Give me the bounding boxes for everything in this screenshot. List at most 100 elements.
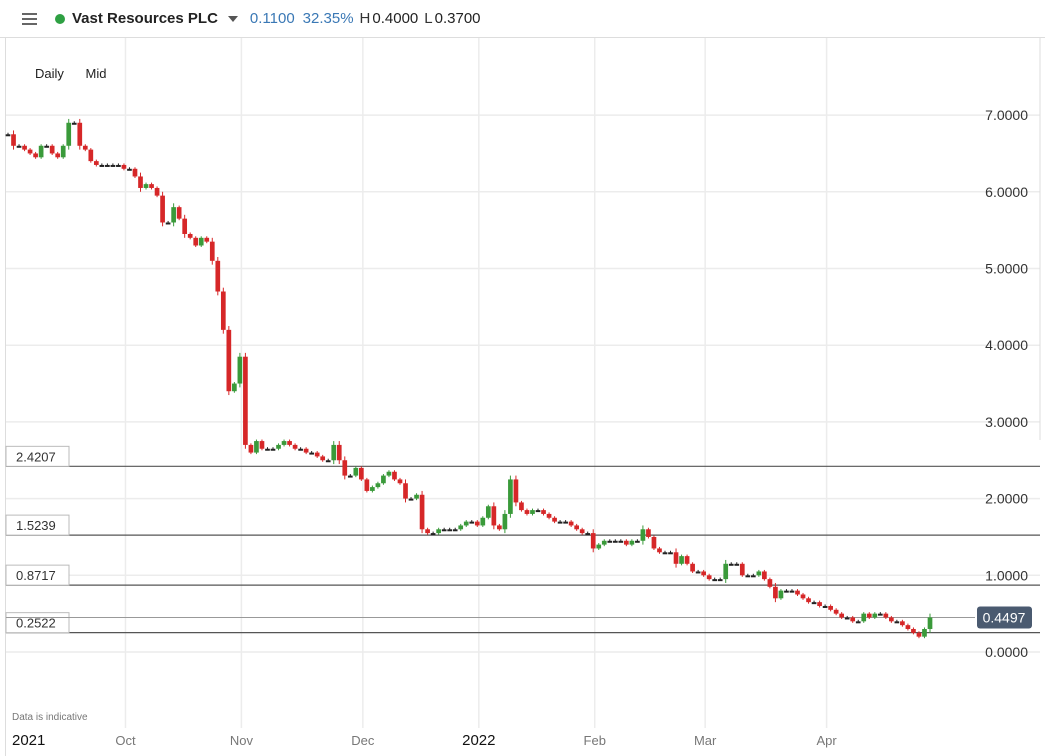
candle-body — [370, 487, 375, 491]
candle-body — [508, 479, 513, 514]
candle-body — [160, 195, 165, 223]
candle-body — [773, 586, 778, 599]
low-label: L — [424, 10, 433, 27]
candle-body — [276, 444, 281, 449]
x-tick-label: Nov — [230, 733, 254, 748]
level-label: 2.4207 — [16, 449, 56, 464]
price-type-selector[interactable]: Mid — [85, 66, 107, 81]
chevron-down-icon[interactable] — [227, 15, 238, 22]
candle-body — [292, 444, 298, 449]
candle-body — [701, 571, 706, 576]
menu-icon[interactable] — [22, 12, 37, 25]
candle-body — [497, 525, 502, 530]
candle-body — [226, 329, 232, 392]
candle-body — [585, 533, 591, 536]
price-change: 0.1100 — [249, 10, 295, 27]
candle-body — [22, 145, 27, 150]
candle-body — [425, 529, 430, 534]
candle-body — [817, 602, 822, 606]
candle-body — [739, 563, 745, 576]
candle-body — [358, 467, 364, 480]
x-tick-label: Oct — [115, 733, 136, 748]
candle-body — [49, 145, 55, 154]
low-value: 0.3700 — [434, 10, 481, 27]
level-label-box — [5, 514, 70, 536]
candle-body — [121, 164, 127, 169]
y-tick-label: 0.0000 — [985, 644, 1028, 660]
candle-body — [44, 145, 49, 148]
candle-body — [590, 533, 596, 549]
candle-body — [110, 164, 116, 167]
candle-body — [635, 540, 640, 543]
candle-body — [314, 452, 320, 457]
candle-body — [568, 521, 574, 526]
x-tick-label: Apr — [817, 733, 838, 748]
current-price-tag — [977, 606, 1032, 629]
instrument-name[interactable]: Vast Resources PLC — [72, 10, 218, 27]
candle-body — [651, 536, 657, 549]
candle-body — [750, 575, 756, 578]
candle-body — [706, 575, 712, 580]
candle-body — [298, 448, 303, 451]
candle-body — [640, 529, 646, 541]
candle-body — [911, 628, 916, 633]
y-tick-label: 6.0000 — [985, 184, 1028, 200]
candle-body — [828, 605, 833, 610]
candle-body — [894, 621, 900, 624]
candle-body — [436, 529, 441, 534]
candle-body — [259, 441, 265, 449]
candle-body — [535, 510, 541, 513]
candle-body — [60, 145, 66, 158]
candle-body — [27, 149, 33, 154]
candle-body — [485, 506, 491, 518]
candle-body — [138, 176, 143, 188]
candle-body — [866, 613, 872, 618]
candle-body — [176, 207, 182, 219]
candle-body — [646, 529, 651, 537]
candle-body — [601, 540, 607, 545]
y-tick-label: 1.0000 — [985, 567, 1028, 583]
candle-body — [673, 552, 679, 564]
candle-body — [325, 460, 331, 463]
candle-body — [612, 540, 618, 543]
candle-body — [403, 483, 408, 499]
candle-body — [850, 617, 856, 622]
candle-body — [375, 483, 381, 488]
candle-body — [303, 448, 309, 453]
candle-body — [916, 632, 922, 637]
candle-body — [530, 510, 535, 514]
candle-body — [204, 237, 210, 242]
candle-body — [187, 233, 193, 238]
x-tick-label: 2021 — [12, 732, 45, 749]
candle-body — [33, 153, 38, 158]
level-label: 0.8717 — [16, 568, 56, 583]
x-tick-label: 2022 — [462, 732, 495, 749]
candle-body — [723, 563, 729, 580]
x-tick-label: Feb — [584, 733, 606, 748]
level-label: 0.2522 — [16, 616, 56, 631]
candle-body — [690, 563, 695, 572]
candle-body — [855, 621, 861, 624]
candle-body — [778, 590, 784, 599]
candle-body — [143, 184, 149, 188]
chart-toolbar: Daily Mid — [35, 66, 124, 81]
candle-body — [198, 237, 204, 246]
candle-body — [232, 383, 237, 392]
candle-body — [883, 613, 889, 618]
candle-body — [469, 521, 475, 524]
candle-body — [364, 479, 370, 491]
candle-body — [541, 510, 546, 514]
candle-body — [927, 617, 933, 629]
interval-selector[interactable]: Daily — [35, 66, 64, 81]
candle-body — [679, 556, 684, 564]
candle-body — [513, 479, 519, 503]
candle-body — [77, 122, 83, 146]
level-label-box — [5, 445, 70, 467]
candle-body — [237, 356, 243, 384]
candle-body — [105, 164, 110, 167]
candle-body — [248, 444, 254, 453]
candle-body — [165, 222, 171, 225]
candle-body — [839, 613, 845, 618]
candle-body — [574, 525, 580, 530]
